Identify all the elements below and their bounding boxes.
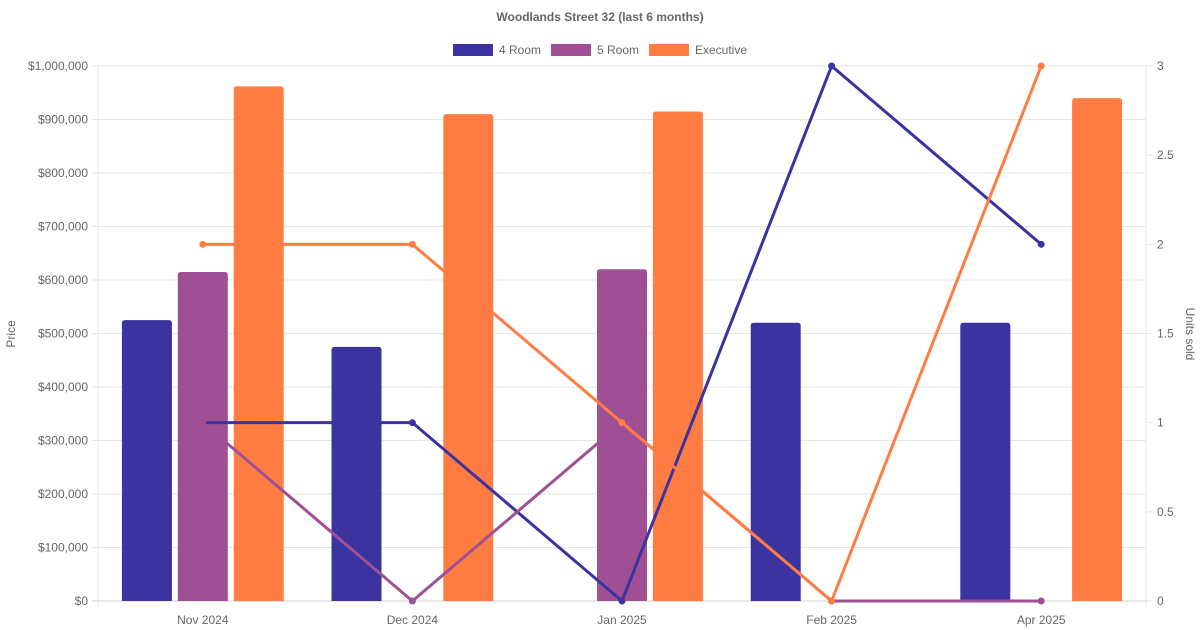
bar-5-room[interactable]: [177, 271, 228, 601]
bar-executive[interactable]: [443, 114, 494, 602]
y-left-tick-label: $300,000: [38, 434, 88, 448]
bars: [121, 86, 1123, 602]
y-left-tick-label: $100,000: [38, 541, 88, 555]
y-left-tick-label: $800,000: [38, 166, 88, 180]
bar-4-room[interactable]: [960, 322, 1011, 601]
y-left-tick-label: $700,000: [38, 220, 88, 234]
bar-4-room[interactable]: [121, 320, 172, 601]
y-left-tick-label: $0: [75, 594, 89, 608]
bar-5-room[interactable]: [597, 269, 647, 601]
bar-4-room[interactable]: [750, 322, 801, 601]
y-left-tick-label: $900,000: [38, 113, 88, 127]
legend-swatch: [550, 44, 591, 56]
y-right-tick-label: 1: [1157, 416, 1164, 430]
point-executive[interactable]: [618, 419, 626, 427]
y-axis-right-title: Units sold: [1183, 308, 1197, 361]
point-4-room[interactable]: [1037, 240, 1045, 248]
bar-4-room[interactable]: [331, 346, 382, 601]
legend-label: Executive: [695, 43, 747, 57]
x-tick-label: Jan 2025: [597, 613, 647, 627]
point-5-room[interactable]: [408, 597, 416, 605]
point-4-room[interactable]: [828, 62, 836, 70]
y-right-tick-label: 1.5: [1157, 327, 1174, 341]
unit-points: [199, 62, 1045, 605]
x-axis-ticks: Nov 2024 Dec 2024 Jan 2025 Feb 2025 Apr 2025: [177, 613, 1066, 627]
y-axis-left-title: Price: [4, 320, 18, 348]
point-executive[interactable]: [828, 597, 836, 605]
y-left-tick-label: $600,000: [38, 273, 88, 287]
legend: 4 Room 5 Room Executive: [452, 43, 747, 57]
y-left-tick-label: $500,000: [38, 327, 88, 341]
y-right-tick-label: 2: [1157, 237, 1164, 251]
x-tick-label: Apr 2025: [1017, 613, 1066, 627]
legend-item-5-room[interactable]: 5 Room: [550, 43, 639, 57]
point-executive[interactable]: [199, 240, 207, 248]
y-right-tick-label: 3: [1157, 59, 1164, 73]
x-tick-label: Dec 2024: [387, 613, 439, 627]
point-5-room[interactable]: [1037, 597, 1045, 605]
legend-item-4-room[interactable]: 4 Room: [452, 43, 541, 57]
chart-title: Woodlands Street 32 (last 6 months): [496, 10, 703, 24]
legend-item-executive[interactable]: Executive: [649, 43, 747, 57]
y-left-tick-label: $1,000,000: [28, 59, 88, 73]
y-left-tick-label: $200,000: [38, 487, 88, 501]
legend-swatch: [452, 44, 493, 56]
y-right-tick-label: 0.5: [1157, 505, 1174, 519]
point-executive[interactable]: [1037, 62, 1045, 70]
point-executive[interactable]: [408, 240, 416, 248]
x-tick-label: Feb 2025: [806, 613, 857, 627]
point-4-room[interactable]: [408, 419, 416, 427]
y-left-tick-label: $400,000: [38, 380, 88, 394]
point-5-room[interactable]: [199, 419, 207, 427]
point-4-room[interactable]: [618, 597, 626, 605]
legend-label: 5 Room: [597, 43, 639, 57]
y-axis-right-ticks: 0 0.5 1 1.5 2 2.5 3: [1146, 59, 1174, 608]
y-right-tick-label: 2.5: [1157, 148, 1174, 162]
bar-executive[interactable]: [233, 86, 284, 601]
legend-swatch: [649, 44, 690, 56]
y-right-tick-label: 0: [1157, 594, 1164, 608]
bar-executive[interactable]: [652, 111, 703, 601]
y-axis-left-ticks: $0 $100,000 $200,000 $300,000 $400,000 $500,0…: [28, 59, 88, 608]
x-tick-label: Nov 2024: [177, 613, 229, 627]
legend-label: 4 Room: [499, 43, 541, 57]
bar-executive[interactable]: [1072, 98, 1123, 601]
